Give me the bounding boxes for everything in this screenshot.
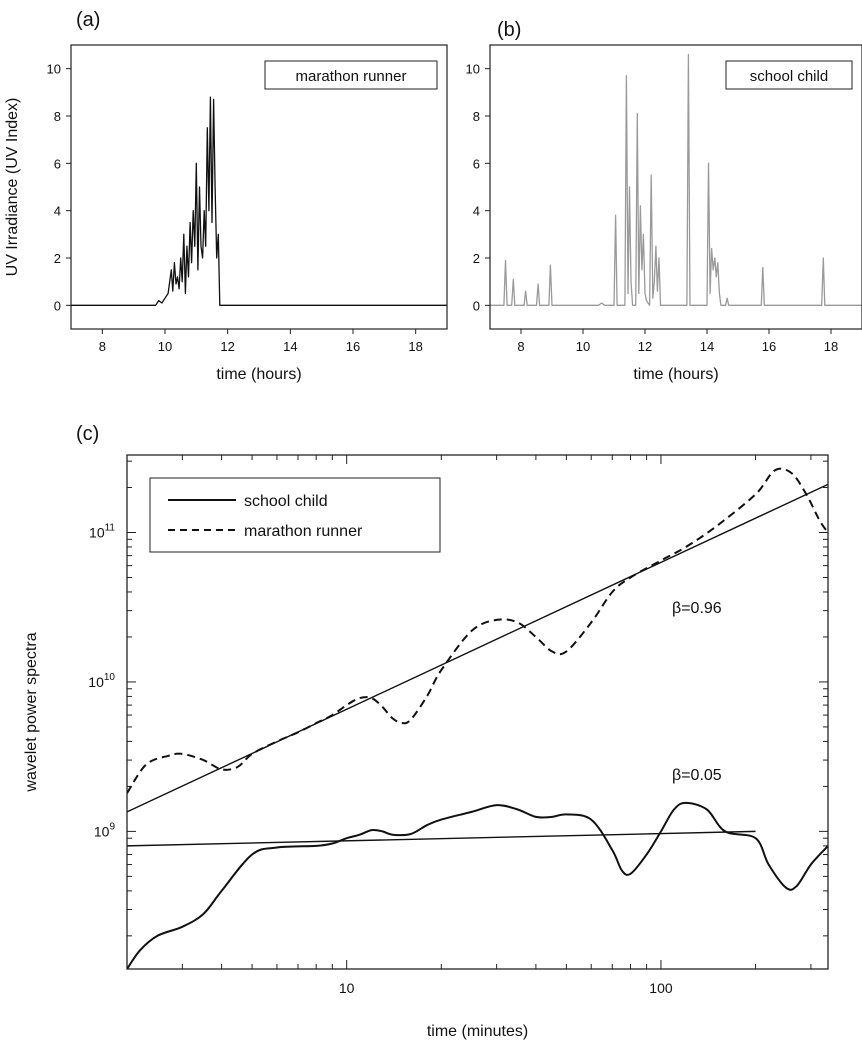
panel-a-y-tick-label: 6	[54, 156, 61, 171]
panel-c-y-tick-label: 109	[94, 821, 116, 839]
panel-b-x-tick-label: 12	[638, 339, 652, 354]
fit-line-1	[127, 830, 756, 847]
panel-c-y-tick-base: 10	[94, 823, 110, 839]
series-line-school-child	[127, 801, 828, 969]
panel-c-y-tick-base: 10	[89, 524, 105, 540]
panel-c-frame	[126, 454, 829, 970]
panel-c-x-axis-label: time (minutes)	[427, 1023, 528, 1040]
legend-label-marathon-runner: marathon runner	[244, 523, 363, 540]
panel-c-legend-box	[149, 477, 441, 553]
panel-a-x-tick-label: 12	[220, 339, 234, 354]
fit-line-0	[127, 483, 828, 813]
panel-a-y-axis-label: UV Irradiance (UV Index)	[4, 98, 21, 277]
panel-c-y-tick-label: 1010	[88, 672, 115, 690]
panel-a-x-tick-label: 18	[408, 339, 422, 354]
panel-a-frame	[70, 44, 448, 330]
panel-b-y-tick-label: 2	[473, 251, 480, 266]
panel-a-y-tick-label: 10	[47, 62, 61, 77]
panel-a-x-tick-label: 8	[99, 339, 106, 354]
panel-c-x-tick-label: 100	[649, 980, 673, 996]
panel-a-x-tick-label: 16	[346, 339, 360, 354]
panel-b-x-axis-label: time (hours)	[633, 366, 718, 383]
panel-a-x-axis-label: time (hours)	[216, 366, 301, 383]
panel-c-y-tick-exponent: 9	[109, 821, 115, 832]
panel-a-legend-label: marathon runner	[296, 68, 407, 85]
legend-label-school-child: school child	[244, 493, 328, 510]
panel-b-x-tick-label: 16	[762, 339, 776, 354]
panel-b-plot-area: 8 10 12 14 16 18 0 2 4 6 8 10	[466, 53, 862, 354]
panel-c-y-tick-label: 1011	[89, 522, 115, 540]
series-line-marathon-runner	[127, 467, 828, 794]
panel-b-x-tick-label: 18	[824, 339, 838, 354]
panel-c-y-tick-exponent: 11	[105, 522, 116, 533]
panel-b-legend-box	[725, 60, 853, 90]
panel-b-x-tick-label: 8	[517, 339, 524, 354]
panel-a-label: (a)	[76, 9, 100, 31]
fit-label-marathon: β=0.96	[672, 600, 722, 617]
panel-c-y-tick-base: 10	[88, 674, 104, 690]
panel-b-y-tick-label: 0	[473, 298, 480, 313]
panel-a-y-tick-label: 2	[54, 251, 61, 266]
panel-b-x-tick-label: 10	[576, 339, 590, 354]
panel-b-frame	[489, 44, 862, 330]
panel-b-y-tick-label: 10	[466, 62, 480, 77]
panel-c-y-axis-label: wavelet power spectra	[23, 632, 40, 792]
panel-a-y-tick-label: 8	[54, 109, 61, 124]
panel-a-y-tick-label: 0	[54, 298, 61, 313]
panel-a-plot-area: 8 10 12 14 16 18 0 2 4 6 8 10	[47, 62, 447, 354]
panel-a-x-tick-label: 14	[283, 339, 297, 354]
panel-b-label: (b)	[497, 19, 521, 41]
panel-b-y-tick-label: 6	[473, 156, 480, 171]
panel-b-y-tick-label: 8	[473, 109, 480, 124]
panel-c-label: (c)	[76, 423, 99, 445]
fit-label-school: β=0.05	[672, 767, 722, 784]
panel-b-y-tick-label: 4	[473, 204, 480, 219]
panel-c-x-tick-label: 10	[339, 980, 355, 996]
panel-c-legend: school child marathon runner	[149, 477, 441, 553]
panel-c-y-tick-exponent: 10	[104, 672, 116, 683]
panel-b-legend-label: school child	[750, 68, 828, 85]
panel-a-series-line	[71, 96, 447, 306]
panel-a-chart: (a) 8 10 12 14 16 18 0 2 4 6 8 10 marathon runner t…	[4, 9, 448, 383]
panel-b-chart: (b) 8 10 12 14 16 18 0 2 4 6 8 10 school child time…	[466, 19, 862, 383]
panel-b-series-line	[490, 53, 862, 306]
panel-a-legend-box	[264, 60, 438, 90]
panel-a-x-tick-label: 10	[158, 339, 172, 354]
panel-b-x-tick-label: 14	[700, 339, 714, 354]
panel-a-y-tick-label: 4	[54, 204, 61, 219]
